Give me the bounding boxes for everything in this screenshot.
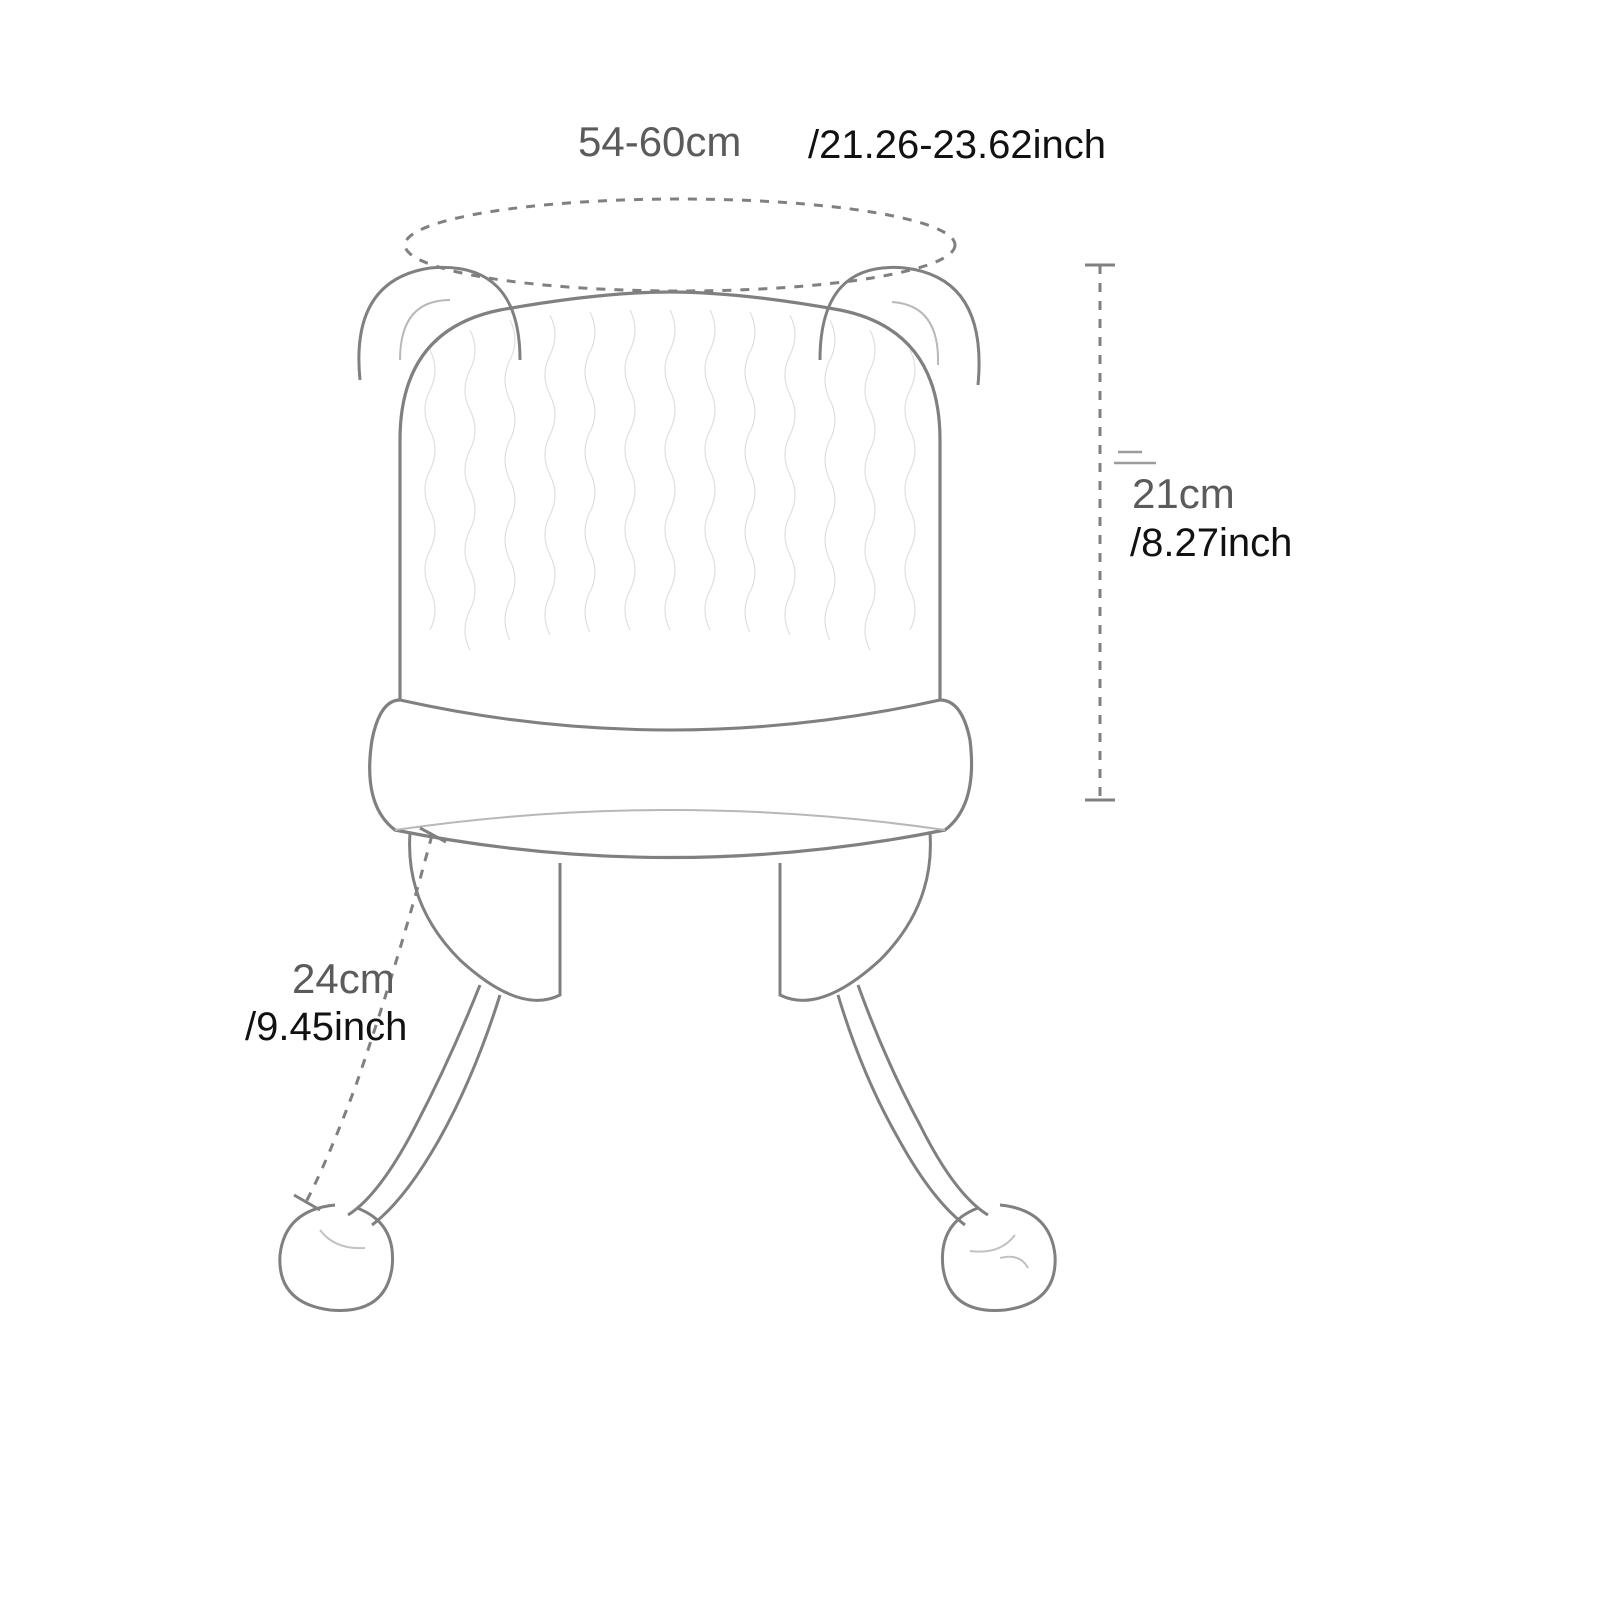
flap-right [780,833,1055,1310]
crown-front-edge [400,700,940,730]
dimension-diagram: 54-60cm /21.26-23.62inch 21cm /8.27inch … [0,0,1600,1600]
hat-brim [370,700,972,858]
dim-flap-inch: /9.45inch [245,1004,407,1050]
dim-height-cm: 21cm [1132,470,1235,518]
flap-left [280,833,560,1310]
ear-left [359,267,520,380]
hat-sketch [0,0,1600,1600]
dim-flap-cm: 24cm [292,955,395,1003]
dim-circumference-cm: 54-60cm [578,118,741,166]
brim-inner-edge [395,810,945,830]
dim-height-inch: /8.27inch [1130,520,1292,566]
ear-right [820,267,979,385]
dim-height-label-ticks [1114,452,1156,463]
dim-circumference-inch: /21.26-23.62inch [808,122,1106,168]
